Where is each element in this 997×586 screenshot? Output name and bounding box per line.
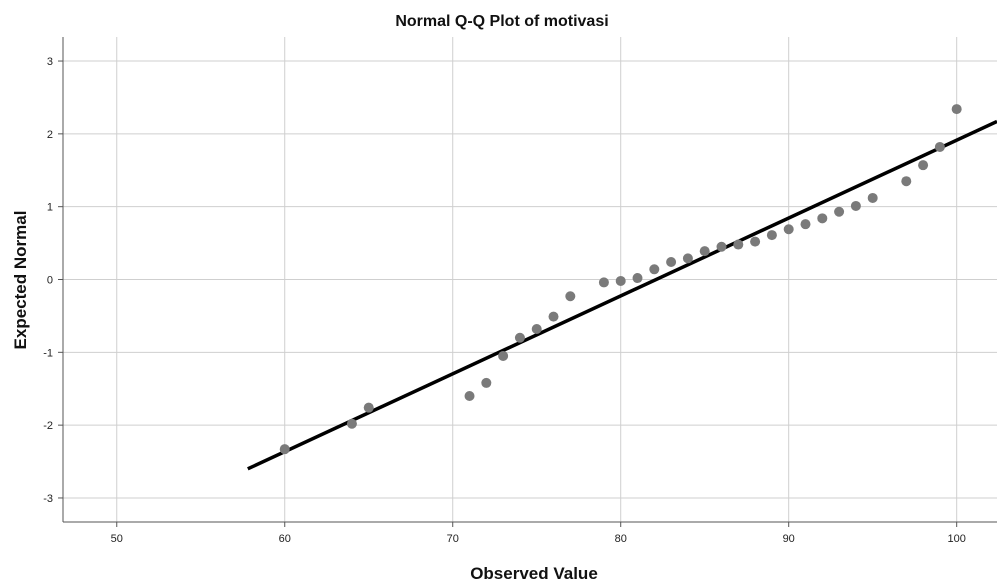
y-tick-label: 1: [47, 202, 53, 214]
data-point: [649, 264, 660, 275]
x-axis-label: Observed Value: [470, 564, 598, 583]
data-point: [918, 160, 929, 171]
data-point: [800, 219, 811, 230]
chart-title: Normal Q-Q Plot of motivasi: [395, 13, 608, 30]
data-point: [363, 402, 374, 413]
data-point: [615, 275, 626, 286]
x-tick-label: 90: [783, 533, 795, 545]
data-point: [464, 391, 475, 402]
data-point: [279, 444, 290, 455]
data-point: [951, 104, 962, 115]
data-point: [514, 332, 525, 343]
y-tick-label: 0: [47, 275, 53, 287]
data-point: [666, 257, 677, 268]
x-tick-label: 60: [279, 533, 291, 545]
data-point: [867, 192, 878, 203]
x-tick-label: 100: [948, 533, 966, 545]
data-point: [498, 350, 509, 361]
data-point: [934, 141, 945, 152]
y-axis-ticks: -3 -2 -1 0 1 2 3: [43, 56, 63, 505]
x-tick-label: 50: [111, 533, 123, 545]
data-point: [531, 324, 542, 335]
x-tick-label: 80: [615, 533, 627, 545]
reference-line: [247, 119, 997, 471]
data-point: [346, 418, 357, 429]
y-tick-label: 3: [47, 56, 53, 68]
y-tick-label: 2: [47, 129, 53, 141]
data-point: [598, 277, 609, 288]
x-tick-label: 70: [447, 533, 459, 545]
data-points: [279, 104, 962, 455]
y-tick-label: -1: [43, 347, 53, 359]
x-axis-ticks: 5060708090100110: [111, 522, 966, 545]
data-point: [733, 239, 744, 250]
data-point: [850, 200, 861, 211]
data-point: [834, 206, 845, 217]
reference-line-group: [247, 119, 997, 471]
y-tick-label: -2: [43, 420, 53, 432]
grid-lines: [63, 37, 997, 522]
data-point: [682, 253, 693, 264]
data-point: [783, 224, 794, 235]
y-tick-label: -3: [43, 493, 53, 505]
data-point: [632, 273, 643, 284]
data-point: [699, 246, 710, 257]
data-point: [750, 236, 761, 247]
data-point: [565, 291, 576, 302]
y-axis-label: Expected Normal: [11, 211, 30, 350]
data-point: [481, 377, 492, 388]
data-point: [548, 311, 559, 322]
data-point: [766, 230, 777, 241]
data-point: [901, 176, 912, 187]
data-point: [716, 241, 727, 252]
data-point: [817, 213, 828, 224]
